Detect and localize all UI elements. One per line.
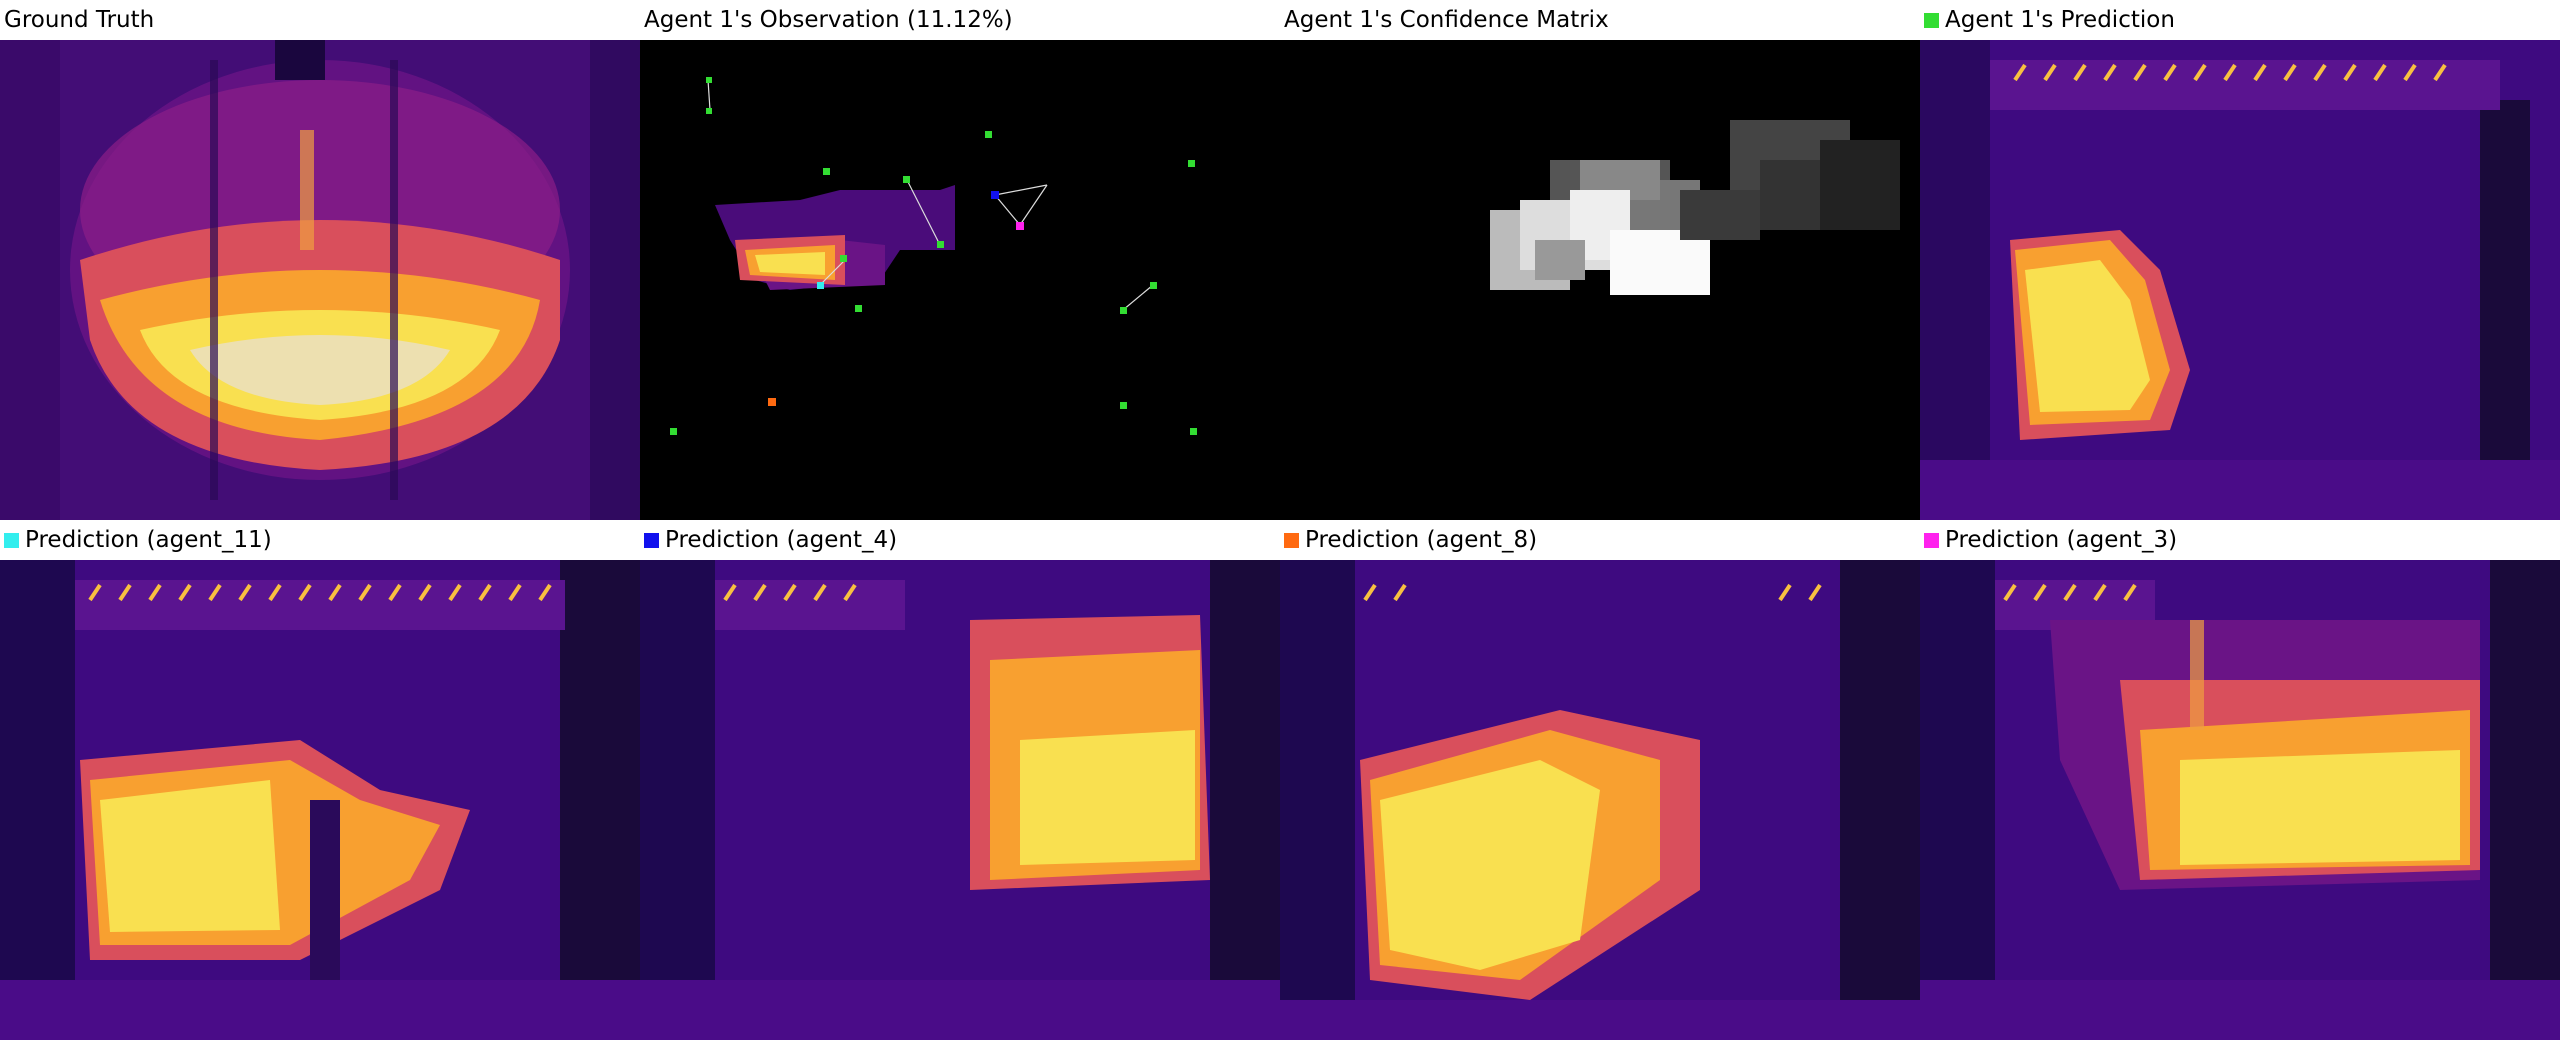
panel-confidence: Agent 1's Confidence Matrix (1280, 0, 1920, 520)
panel-agent-4-prediction: Prediction (agent_4) (640, 520, 1280, 1040)
panel-agent-1-prediction: Agent 1's Prediction (1920, 0, 2560, 520)
agent-8-prediction-image (1280, 560, 1920, 1040)
panel-title: Agent 1's Confidence Matrix (1284, 7, 1609, 33)
agent-color-swatch (4, 532, 19, 548)
panel-title-bar: Prediction (agent_4) (640, 520, 1280, 560)
ground-truth-image (0, 40, 640, 520)
agent-color-swatch (1924, 12, 1939, 28)
panel-agent-8-prediction: Prediction (agent_8) (1280, 520, 1920, 1040)
agent-11-prediction-image (0, 560, 640, 1040)
panel-title: Prediction (agent_3) (1945, 527, 2178, 553)
panel-title: Ground Truth (4, 7, 155, 33)
panel-title: Agent 1's Observation (11.12%) (644, 7, 1013, 33)
panel-title-bar: Prediction (agent_8) (1280, 520, 1920, 560)
agent-3-prediction-image (1920, 560, 2560, 1040)
panel-title-bar: Prediction (agent_11) (0, 520, 640, 560)
agent-color-swatch (1924, 532, 1939, 548)
panel-title-bar: Prediction (agent_3) (1920, 520, 2560, 560)
agent-4-prediction-image (640, 560, 1280, 1040)
panel-agent-11-prediction: Prediction (agent_11) (0, 520, 640, 1040)
panel-title-bar: Agent 1's Prediction (1920, 0, 2560, 40)
panel-title-bar: Agent 1's Confidence Matrix (1280, 0, 1920, 40)
observation-image (640, 40, 1280, 520)
panel-title: Prediction (agent_8) (1305, 527, 1538, 553)
agent-1-prediction-image (1920, 40, 2560, 520)
panel-agent-3-prediction: Prediction (agent_3) (1920, 520, 2560, 1040)
panel-observation: Agent 1's Observation (11.12%) (640, 0, 1280, 520)
panel-ground-truth: Ground Truth (0, 0, 640, 520)
agent-color-swatch (644, 532, 659, 548)
confidence-image (1280, 40, 1920, 520)
panel-title-bar: Ground Truth (0, 0, 640, 40)
panel-title: Prediction (agent_11) (25, 527, 272, 553)
agent-color-swatch (1284, 532, 1299, 548)
panel-title: Agent 1's Prediction (1945, 7, 2175, 33)
panel-title: Prediction (agent_4) (665, 527, 898, 553)
panel-title-bar: Agent 1's Observation (11.12%) (640, 0, 1280, 40)
